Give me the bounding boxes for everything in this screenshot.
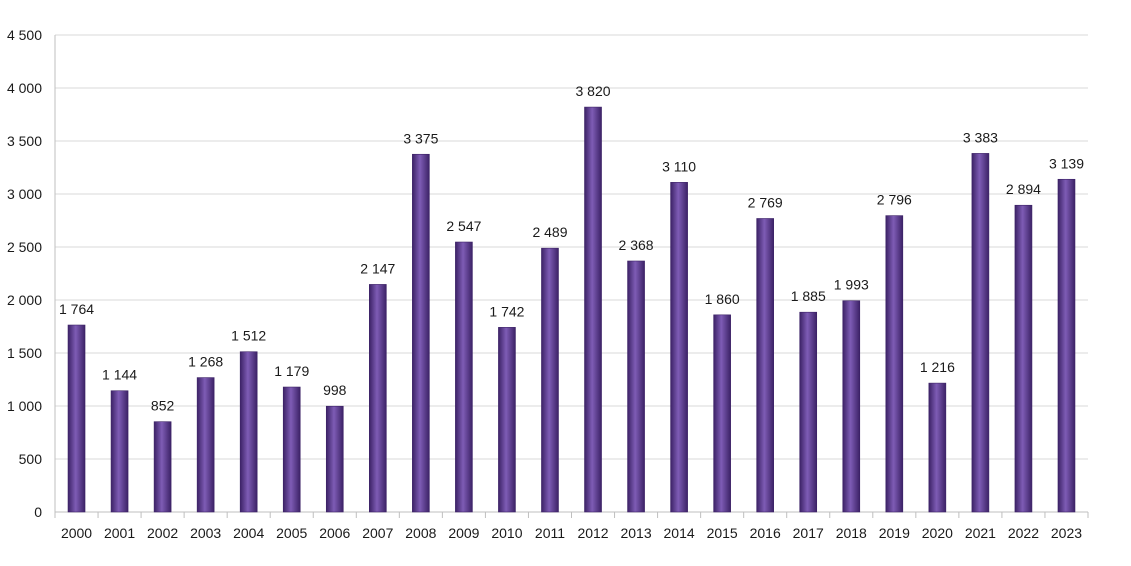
bar-2003 [196,377,215,513]
gridlines [55,34,1088,460]
bar-2017 [799,311,818,513]
y-tick-label: 1 500 [7,345,42,361]
x-tick-label-2023: 2023 [1051,525,1082,541]
bar-2002 [153,421,172,513]
y-tick-label: 4 000 [7,80,42,96]
x-tick-label-2014: 2014 [664,525,695,541]
x-tick-label-2007: 2007 [362,525,393,541]
data-label-2017: 1 885 [791,288,826,304]
bar-2005 [282,386,301,513]
data-label-2000: 1 764 [59,301,94,317]
y-tick-label: 2 500 [7,239,42,255]
y-tick-label: 1 000 [7,398,42,414]
bar-2023 [1057,178,1076,513]
data-label-2002: 852 [151,398,175,414]
x-tick-label-2020: 2020 [922,525,953,541]
data-label-2008: 3 375 [403,130,438,146]
data-label-2015: 1 860 [705,291,740,307]
x-tick-label-2021: 2021 [965,525,996,541]
data-label-2021: 3 383 [963,129,998,145]
bar-2014 [670,182,688,513]
x-tick-label-2016: 2016 [750,525,781,541]
x-tick-label-2006: 2006 [319,525,350,541]
data-label-2018: 1 993 [834,277,869,293]
bar-2015 [713,314,731,513]
data-label-2019: 2 796 [877,192,912,208]
x-tick-label-2018: 2018 [836,525,867,541]
bar-2001 [110,390,129,513]
x-tick-label-2012: 2012 [577,525,608,541]
bar-2019 [885,215,904,513]
x-tick-label-2002: 2002 [147,525,178,541]
x-tick-label-2008: 2008 [405,525,436,541]
data-labels: 1 764 1 144 852 1 268 1 512 1 179 998 2 147 3 37… [59,83,1084,414]
y-tick-label: 2 000 [7,292,42,308]
y-tick-label: 0 [34,504,42,520]
bar-2010 [498,327,516,513]
bar-2009 [455,241,473,513]
bar-2021 [971,153,990,513]
x-tick-label-2005: 2005 [276,525,307,541]
x-tick-label-2013: 2013 [620,525,651,541]
axes [54,35,1089,518]
bar-2022 [1014,204,1033,513]
bar-2013 [627,260,645,513]
x-tick-label-2022: 2022 [1008,525,1039,541]
data-label-2022: 2 894 [1006,181,1041,197]
bar-2000 [67,324,86,513]
x-tick-label-2015: 2015 [707,525,738,541]
data-label-2003: 1 268 [188,354,223,370]
data-label-2011: 2 489 [532,224,567,240]
data-label-2013: 2 368 [619,237,654,253]
bars [67,106,1076,513]
data-label-2020: 1 216 [920,359,955,375]
x-tick-label-2001: 2001 [104,525,135,541]
x-tick-label-2004: 2004 [233,525,264,541]
x-tick-label-2003: 2003 [190,525,221,541]
data-label-2009: 2 547 [446,218,481,234]
data-label-2012: 3 820 [575,83,610,99]
y-tick-label: 500 [19,451,43,467]
x-tick-label-2019: 2019 [879,525,910,541]
data-label-2001: 1 144 [102,367,137,383]
x-tick-label-2009: 2009 [448,525,479,541]
y-tick-label: 3 500 [7,133,42,149]
data-label-2007: 2 147 [360,260,395,276]
y-tick-label: 3 000 [7,186,42,202]
bar-2006 [325,405,344,513]
x-tick-labels: 2000 2001 2002 2003 2004 2005 2006 2007 2008 2009… [61,525,1082,541]
data-label-2023: 3 139 [1049,155,1084,171]
y-tick-label: 4 500 [7,27,42,43]
bar-2007 [369,284,387,513]
y-tick-labels: 0 500 1 000 1 500 2 000 2 500 3 000 3 500 4 000 4… [7,27,42,520]
data-label-2010: 1 742 [489,303,524,319]
bar-2020 [928,382,947,513]
data-label-2006: 998 [323,382,347,398]
data-label-2016: 2 769 [748,194,783,210]
data-label-2005: 1 179 [274,363,309,379]
bar-2016 [756,218,774,513]
data-label-2004: 1 512 [231,328,266,344]
bar-2018 [842,300,861,513]
x-tick-label-2017: 2017 [793,525,824,541]
x-tick-label-2010: 2010 [491,525,522,541]
bar-2008 [412,153,430,513]
bar-2011 [541,247,559,513]
bar-2012 [584,106,602,513]
bar-2004 [239,351,258,513]
data-label-2014: 3 110 [662,158,696,174]
x-tick-label-2000: 2000 [61,525,92,541]
x-tick-label-2011: 2011 [535,525,565,541]
